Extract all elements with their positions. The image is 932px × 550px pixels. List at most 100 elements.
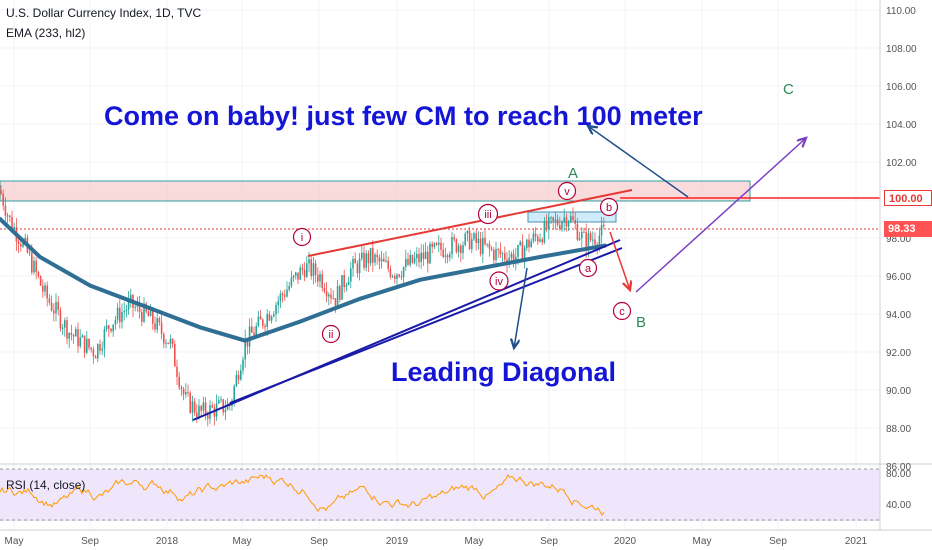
candle-body [154, 323, 156, 330]
wave-i-label: i [301, 232, 303, 244]
candle-body [31, 252, 33, 273]
candle-body [488, 243, 491, 249]
candle-body [158, 318, 161, 323]
candle-body [350, 268, 352, 282]
candle-body [97, 344, 99, 359]
candle-body [264, 325, 266, 328]
candle-body [59, 309, 62, 329]
wave-c-target-arrow[interactable] [635, 138, 806, 293]
headline-annotation[interactable]: Come on baby! just few CM to reach 100 m… [104, 101, 703, 131]
diagonal-arrow[interactable] [514, 267, 528, 348]
time-axis-label: May [693, 536, 712, 547]
candle-body [473, 233, 475, 240]
candle-body [202, 402, 205, 411]
candle-body [169, 338, 172, 344]
candle-body [246, 338, 249, 347]
wave-i-marker[interactable]: i [292, 227, 312, 247]
candle-body [402, 267, 405, 278]
headline-arrow[interactable] [588, 126, 689, 198]
chart-title[interactable]: U.S. Dollar Currency Index, 1D, TVC [6, 6, 202, 20]
candle-body [2, 193, 4, 206]
candle-body [270, 316, 273, 321]
price-axis-label: 104.00 [886, 120, 917, 131]
wave-c-marker[interactable]: c [612, 301, 632, 321]
price-axis-label: 106.00 [886, 82, 917, 93]
candle-body [70, 333, 73, 335]
candle-body [526, 239, 528, 248]
level-100-tag: 100.00 [884, 190, 932, 206]
candle-body [325, 291, 328, 297]
candle-body [541, 239, 543, 243]
candle-body [407, 258, 409, 265]
price-axis[interactable]: 110.00108.00106.00104.00102.00100.0098.0… [886, 6, 917, 473]
candle-body [92, 349, 95, 357]
candle-body [427, 251, 429, 264]
indicator-label[interactable]: EMA (233, hl2) [6, 26, 86, 40]
price-axis-label: 98.00 [886, 234, 911, 245]
wave-b-to-c-arrow[interactable] [609, 231, 630, 290]
candle-body [189, 392, 191, 413]
rsi-label[interactable]: RSI (14, close) [6, 478, 86, 492]
candle-body [187, 392, 189, 394]
candle-body [301, 267, 304, 270]
price-axis-label: 86.00 [886, 462, 911, 473]
candle-body [521, 241, 524, 260]
candle-body [317, 275, 319, 282]
candle-body [191, 401, 194, 413]
candle-body [156, 318, 158, 330]
wave-ii-marker[interactable]: ii [321, 324, 341, 344]
upper-diagonal-line[interactable] [307, 189, 633, 257]
candle-body [556, 219, 559, 225]
candle-body [372, 247, 374, 263]
lower-diagonal-line-2[interactable] [229, 247, 623, 404]
candle-body [530, 241, 532, 248]
candle-body [543, 221, 546, 243]
candle-body [396, 274, 398, 280]
wave-iv-marker[interactable]: iv [489, 271, 509, 291]
time-axis[interactable]: May Sep 2018 May Sep 2019 May Sep 2020 May Sep 2021 [5, 536, 868, 547]
wave-b-marker[interactable]: b [599, 197, 619, 217]
candle-body [257, 316, 260, 326]
candle-body [367, 253, 370, 264]
candle-body [46, 285, 48, 299]
candle-body [90, 347, 92, 350]
candle-body [277, 301, 279, 305]
wave-iii-marker[interactable]: iii [477, 203, 499, 225]
candle-body [24, 237, 26, 241]
candle-body [259, 316, 262, 320]
candle-body [17, 241, 20, 245]
candle-body [86, 338, 88, 353]
candle-body [493, 249, 495, 261]
candle-body [0, 190, 2, 194]
candle-body [600, 224, 603, 236]
candle-body [418, 253, 420, 263]
candle-body [394, 276, 396, 280]
candle-body [275, 304, 277, 315]
candle-body [286, 289, 288, 297]
candle-body [222, 399, 224, 413]
candle-body [312, 263, 315, 277]
rsi-axis[interactable]: 80.00 40.00 [886, 469, 911, 511]
candle-body [235, 375, 238, 387]
candle-body [383, 258, 385, 262]
price-axis-label: 110.00 [886, 6, 916, 17]
candle-body [165, 342, 167, 344]
wave-v-label: v [564, 186, 570, 198]
candle-body [583, 231, 585, 233]
candle-body [484, 237, 486, 245]
wave-v-marker[interactable]: v [557, 181, 577, 201]
candle-body [559, 224, 561, 229]
diagonal-annotation[interactable]: Leading Diagonal [391, 357, 616, 387]
candle-body [444, 255, 447, 257]
candle-body [328, 294, 330, 297]
candle-body [114, 319, 117, 325]
candle-body [207, 414, 209, 419]
wave-a-marker[interactable]: a [578, 258, 598, 278]
rsi-pane[interactable] [0, 469, 880, 521]
candle-body [110, 328, 112, 332]
candle-body [451, 237, 453, 255]
candle-body [218, 400, 220, 404]
small-zone[interactable] [527, 211, 617, 223]
candle-body [4, 205, 7, 216]
